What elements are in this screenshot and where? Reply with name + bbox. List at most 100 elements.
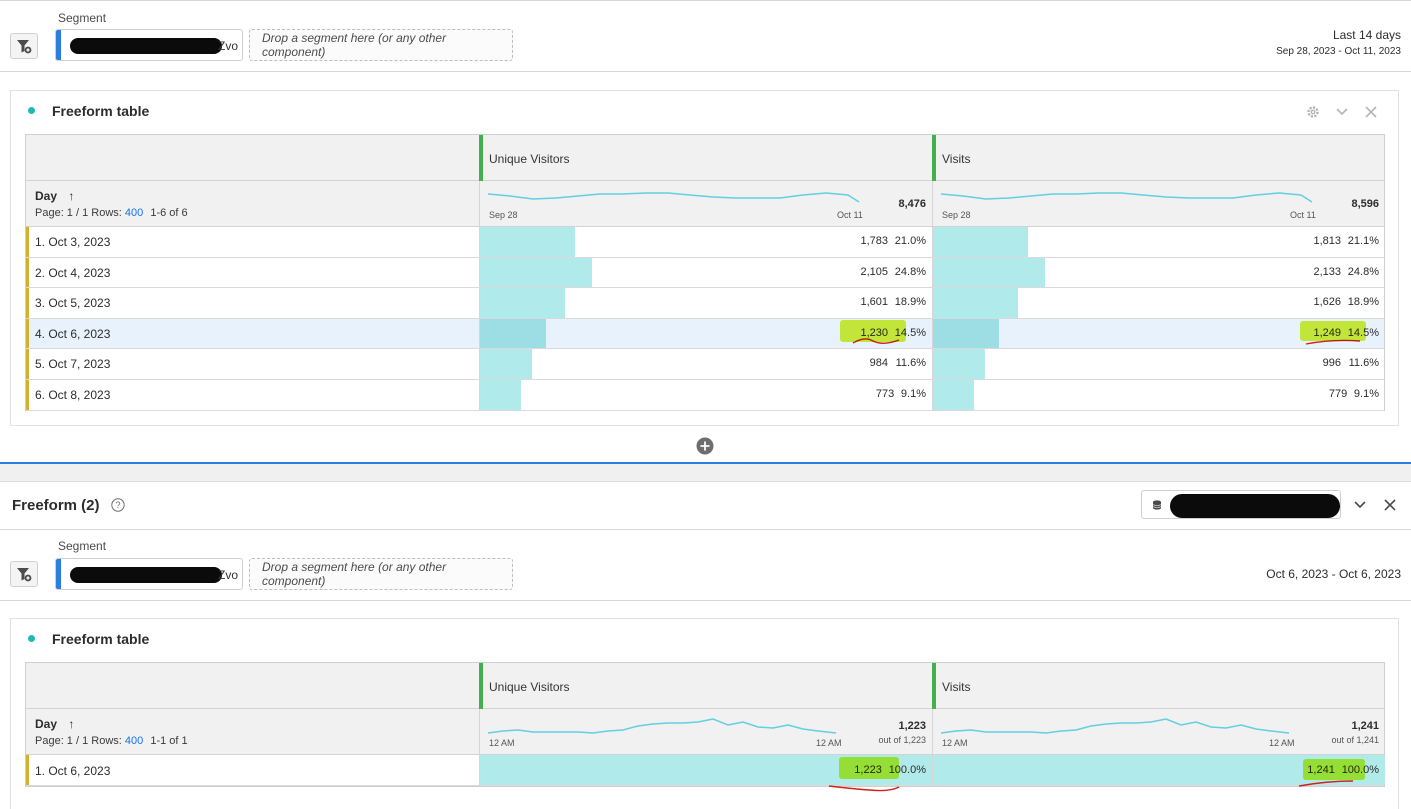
column-total-out-of: out of 1,241 xyxy=(1331,735,1379,745)
sparkline-start-label: 12 AM xyxy=(489,738,515,748)
dimension-header-day[interactable]: Day ↑ xyxy=(35,189,74,203)
table-row[interactable]: 6. Oct 8, 2023 773 9.1% 779 9.1% xyxy=(26,380,1384,411)
data-source-icon xyxy=(1152,500,1162,510)
cell-unique-visitors[interactable]: 2,105 24.8% xyxy=(479,257,931,288)
sparkline-unique-visitors xyxy=(488,718,837,734)
metric-header-visits[interactable]: Visits xyxy=(942,680,971,694)
segment-dropzone[interactable]: Drop a segment here (or any other compon… xyxy=(249,29,513,61)
report-suite-selector[interactable] xyxy=(1141,490,1341,519)
row-label[interactable]: 5. Oct 7, 2023 xyxy=(35,357,111,372)
redacted-segment-name xyxy=(70,38,222,54)
metric-header-row xyxy=(26,135,1384,181)
collapse-panel-2-button[interactable] xyxy=(1352,497,1368,513)
segment-pill[interactable]: Zvo xyxy=(55,29,243,61)
summary-header-row xyxy=(26,181,1384,227)
cell-visits[interactable]: 1,626 18.9% xyxy=(932,288,1384,318)
metric-header-unique-visitors[interactable]: Unique Visitors xyxy=(489,680,570,694)
metric-header-visits[interactable]: Visits xyxy=(942,152,971,166)
row-label[interactable]: 3. Oct 5, 2023 xyxy=(35,296,111,311)
row-indicator xyxy=(26,755,29,785)
panel-gap xyxy=(0,464,1411,482)
table-row[interactable]: 1. Oct 3, 2023 1,783 21.0% 1,813 21.1% xyxy=(26,227,1384,258)
table-row[interactable]: 3. Oct 5, 2023 1,601 18.9% 1,626 18.9% xyxy=(26,288,1384,319)
metric-header-unique-visitors[interactable]: Unique Visitors xyxy=(489,152,570,166)
cell-value: 1,601 xyxy=(860,296,888,309)
segment-bar-divider xyxy=(0,600,1411,601)
metric-drag-handle[interactable] xyxy=(479,663,483,709)
segment-pill-text: Zvo xyxy=(217,39,238,53)
panel-title: Freeform table xyxy=(52,631,150,647)
row-range: 1-1 of 1 xyxy=(150,735,188,747)
dimension-header-day[interactable]: Day ↑ xyxy=(35,717,74,731)
table-row[interactable]: 2. Oct 4, 2023 2,105 24.8% 2,133 24.8% xyxy=(26,257,1384,289)
panel-2-title: Freeform (2) xyxy=(12,497,100,514)
row-label[interactable]: 1. Oct 3, 2023 xyxy=(35,235,111,249)
panel-status-dot xyxy=(28,107,35,114)
filter-add-button[interactable] xyxy=(10,561,38,587)
settings-button[interactable] xyxy=(1304,104,1322,120)
drag-handle[interactable] xyxy=(56,559,61,589)
redacted-report-suite xyxy=(1170,494,1340,518)
cell-visits[interactable]: 1,813 21.1% xyxy=(932,227,1384,257)
drag-handle[interactable] xyxy=(56,30,61,60)
close-panel-button[interactable] xyxy=(1363,104,1379,120)
percent-bar xyxy=(933,349,985,379)
percent-bar xyxy=(480,318,546,349)
cell-unique-visitors[interactable]: 984 11.6% xyxy=(479,349,931,379)
chevron-down-icon xyxy=(1336,108,1348,116)
rows-per-page-select[interactable]: 400 xyxy=(124,735,144,747)
redacted-segment-name xyxy=(70,567,222,583)
row-label[interactable]: 1. Oct 6, 2023 xyxy=(35,764,111,778)
collapse-button[interactable] xyxy=(1334,105,1350,119)
sparkline-unique-visitors xyxy=(488,192,860,203)
row-label[interactable]: 4. Oct 6, 2023 xyxy=(35,326,111,341)
date-range-picker[interactable]: Oct 6, 2023 - Oct 6, 2023 xyxy=(1266,567,1401,581)
cell-percent: 18.9% xyxy=(1347,296,1379,309)
highlighter-mark xyxy=(840,320,906,342)
sort-arrow-up-icon[interactable]: ↑ xyxy=(68,189,75,203)
row-label[interactable]: 2. Oct 4, 2023 xyxy=(35,265,111,280)
metric-drag-handle[interactable] xyxy=(932,663,936,709)
segment-label: Segment xyxy=(58,11,107,25)
metric-drag-handle[interactable] xyxy=(479,135,483,181)
cell-value: 773 xyxy=(875,388,895,400)
table-body: 1. Oct 3, 2023 1,783 21.0% 1,813 21.1% 2. Oct… xyxy=(26,227,1384,411)
cell-value: 2,105 xyxy=(860,265,888,278)
sort-arrow-up-icon[interactable]: ↑ xyxy=(68,717,75,731)
freeform-table-2: Unique Visitors Visits Day ↑ Page: 1 / 1… xyxy=(25,662,1385,787)
metric-drag-handle[interactable] xyxy=(932,135,936,181)
segment-dropzone[interactable]: Drop a segment here (or any other compon… xyxy=(249,558,513,590)
sparkline-end-label: 12 AM xyxy=(816,738,842,748)
sparkline-start-label: 12 AM xyxy=(942,738,968,748)
segment-pill-text: Zvo xyxy=(217,568,238,582)
cell-percent: 24.8% xyxy=(1347,265,1379,278)
cell-value: 779 xyxy=(1328,388,1348,400)
date-range-dates: Sep 28, 2023 - Oct 11, 2023 xyxy=(1276,46,1401,57)
close-panel-2-button[interactable] xyxy=(1382,497,1398,513)
add-panel-button[interactable] xyxy=(695,436,715,456)
cell-unique-visitors[interactable]: 773 9.1% xyxy=(479,380,931,410)
help-button[interactable]: ? xyxy=(110,497,126,513)
cell-unique-visitors[interactable]: 1,783 21.0% xyxy=(479,227,931,257)
filter-add-button[interactable] xyxy=(10,33,38,59)
cell-value: 996 xyxy=(1322,357,1341,370)
filter-add-icon xyxy=(17,568,32,582)
cell-visits[interactable]: 996 11.6% xyxy=(932,349,1384,379)
rows-per-page-select[interactable]: 400 xyxy=(124,207,144,219)
cell-unique-visitors[interactable]: 1,601 18.9% xyxy=(479,288,931,318)
cell-visits[interactable]: 2,133 24.8% xyxy=(932,257,1384,288)
dimension-name: Day xyxy=(35,717,58,731)
cell-visits[interactable]: 779 9.1% xyxy=(932,380,1384,410)
date-range-picker[interactable]: Last 14 days Sep 28, 2023 - Oct 11, 2023 xyxy=(1276,28,1401,57)
cell-value: 984 xyxy=(869,357,888,370)
percent-bar xyxy=(933,318,999,349)
sparkline-visits xyxy=(941,718,1290,734)
segment-label: Segment xyxy=(58,539,107,553)
metric-header-row xyxy=(26,663,1384,709)
row-label[interactable]: 6. Oct 8, 2023 xyxy=(35,388,111,402)
table-row[interactable]: 5. Oct 7, 2023 984 11.6% 996 11.6% xyxy=(26,349,1384,380)
segment-pill[interactable]: Zvo xyxy=(55,558,243,590)
